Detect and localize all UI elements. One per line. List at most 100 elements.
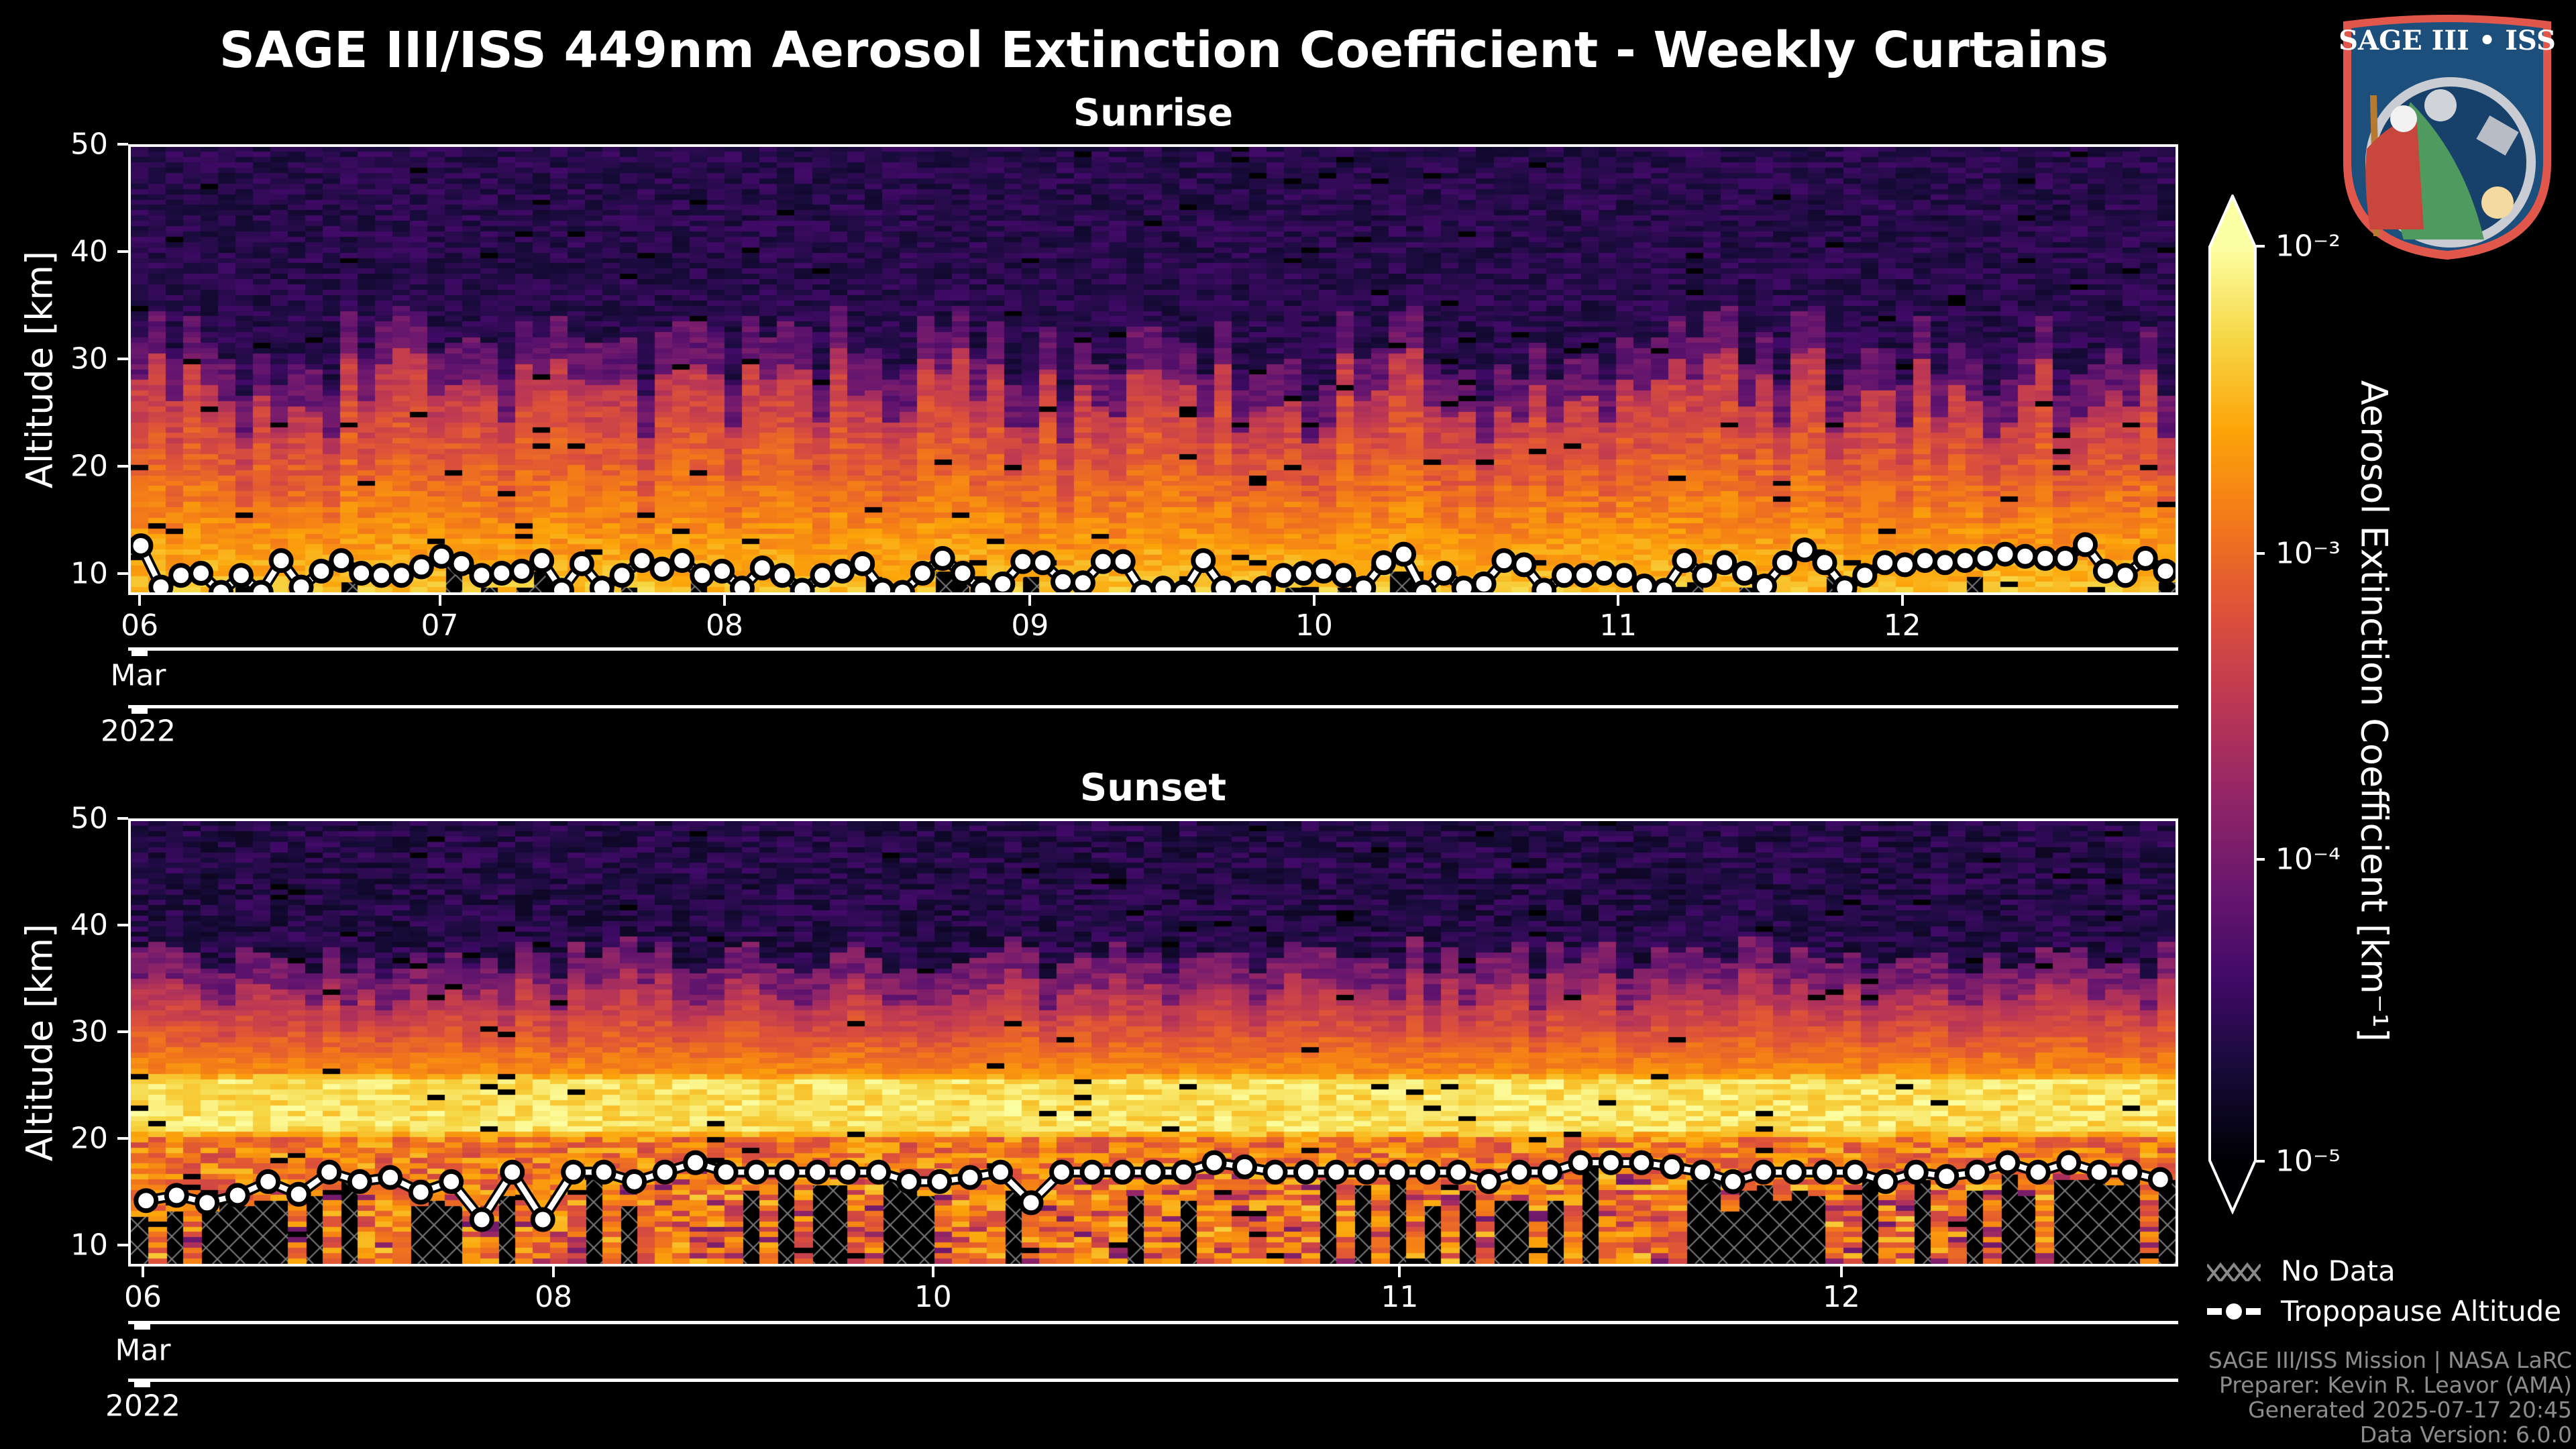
sunrise-tropopause-point [2153,558,2176,584]
sunset-tropopause-point [1324,1159,1349,1185]
sunset-tropopause-point [500,1159,525,1185]
sunrise-tropopause-point [1130,580,1156,592]
sunset-curtain-plot [128,818,2178,1267]
sunrise-tropopause-point [629,548,655,574]
sunrise-tropopause-point [1150,576,1176,592]
sunrise-x-tick-label: 06 [121,608,159,643]
sunrise-tropopause-point [2053,545,2078,571]
sunrise-tropopause-point [690,563,715,588]
sunrise-month-label: Mar [110,658,166,693]
sunset-tropopause-series [133,1150,2173,1232]
sunrise-tropopause-point [2033,545,2058,571]
sunset-tropopause-point [2086,1159,2112,1185]
sunrise-tropopause-point [1351,576,1377,592]
sunrise-tropopause-point [870,578,896,592]
sunrise-x-tick-label: 12 [1883,608,1921,643]
sunset-tropopause-point [2117,1159,2143,1185]
sunrise-tropopause-point [1431,561,1456,586]
sunrise-tropopause-point [1732,561,1758,586]
sunset-tropopause-point [1201,1150,1227,1175]
sunrise-tropopause-point [268,548,294,574]
sunrise-tropopause-point [208,580,233,592]
sunset-x-tick [931,1267,934,1277]
sunset-tropopause-point [1385,1159,1410,1185]
sunrise-tropopause-point [1371,550,1397,576]
sunset-tropopause-point [1537,1159,1562,1185]
sunset-y-tick-label: 20 [70,1121,108,1156]
tropopause-line-marker-icon [2207,1303,2261,1320]
sunrise-tropopause-point [369,563,394,588]
footer-generated: Generated 2025-07-17 20:45 [2248,1397,2572,1423]
sunset-y-tick-label: 50 [70,801,108,836]
sunrise-tropopause-point [729,576,755,592]
sunset-tropopause-point [1903,1159,1929,1185]
colorbar-tick-label: 10⁻³ [2275,536,2341,571]
sunrise-panel-title: Sunrise [1073,91,1234,135]
sunrise-tropopause-point [569,551,594,576]
sunrise-tropopause-point [1271,563,1296,588]
sunset-tropopause-point [1110,1159,1136,1185]
sunrise-x-tick-label: 07 [421,608,459,643]
sunset-y-tick-label: 30 [70,1014,108,1049]
sunset-month-label: Mar [115,1333,171,1368]
sunrise-tropopause-point [1191,548,1216,574]
sunrise-tropopause-point [1692,563,1717,588]
sunrise-tropopause-point [288,574,314,592]
sunset-tropopause-point [1964,1159,1990,1185]
sunrise-tropopause-point [189,561,214,586]
sunrise-tropopause-point [1491,548,1517,574]
sunrise-tropopause-point [990,571,1016,592]
sunrise-tropopause-point [1932,550,1957,576]
sunset-y-tick [117,817,128,820]
legend-item-tropopause: Tropopause Altitude [2207,1295,2561,1328]
sunrise-curtain-plot [128,144,2178,595]
sunrise-tropopause-point [649,556,675,582]
sunset-tropopause-point [591,1159,616,1185]
sunset-tropopause-point [1995,1150,2021,1175]
sunrise-y-tick [117,250,128,253]
sunset-tropopause-point [1263,1159,1288,1185]
sunrise-tropopause-point [1591,561,1617,586]
sunrise-x-tick [1900,595,1904,606]
sunset-tropopause-point [1049,1159,1075,1185]
footer-preparer: Preparer: Kevin R. Leavor (AMA) [2219,1372,2572,1398]
sunset-y-tick [117,924,128,927]
legend-item-no-data: No Data [2207,1254,2396,1287]
sunrise-tropopause-point [1391,541,1417,567]
sunrise-tropopause-point [1532,578,1557,592]
sunrise-tropopause-point [1070,570,1095,592]
sunset-tropopause-point [1690,1159,1715,1185]
sunrise-tropopause-point [1772,550,1797,576]
sunset-tropopause-point [713,1159,739,1185]
colorbar [2208,195,2257,1214]
sunrise-tropopause-point [1712,550,1737,576]
sunset-tropopause-point [347,1169,372,1194]
sunset-x-tick-label: 06 [124,1280,162,1314]
sunset-tropopause-point [744,1159,769,1185]
sunset-tropopause-point [2025,1159,2051,1185]
sunset-tropopause-point [1415,1159,1440,1185]
sunset-y-tick [117,1030,128,1034]
sunset-panel-title: Sunset [1079,766,1227,810]
sunrise-tropopause-point [469,563,494,588]
sunrise-tropopause-point [489,561,515,586]
sunrise-x-tick-label: 09 [1011,608,1049,643]
sunrise-tropopause-point [309,558,334,584]
sunrise-tropopause-point [409,554,434,580]
sunset-tropopause-point [774,1159,800,1185]
sunrise-tropopause-point [1250,576,1276,592]
sunrise-tropopause-point [1230,580,1256,592]
sunrise-y-tick-label: 10 [70,556,108,591]
colorbar-tick [2255,552,2265,555]
sunset-tropopause-point [408,1179,433,1205]
sunset-tropopause-point [1842,1159,1868,1185]
sunrise-year-label: 2022 [101,714,176,749]
sunset-tropopause-point [469,1207,494,1232]
sunrise-tropopause-point [1792,537,1817,563]
sunrise-tropopause-point [1451,576,1477,592]
sunset-x-tick [1398,1267,1401,1277]
sunset-y-tick [117,1137,128,1140]
sunrise-tropopause-point [1752,574,1777,592]
sunset-tropopause-point [1720,1169,1746,1194]
sunrise-tropopause-point [1832,576,1858,592]
